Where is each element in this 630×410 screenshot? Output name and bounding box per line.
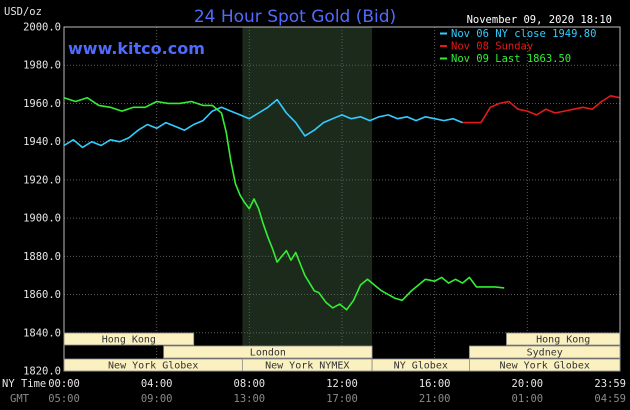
y-tick-label: 1920.0 [23, 174, 61, 186]
source-watermark: www.kitco.com [68, 39, 205, 58]
session-label: Sydney [527, 348, 563, 359]
legend-entry: Nov 06 NY close 1949.80 [451, 28, 596, 40]
y-tick-label: 1840.0 [23, 327, 61, 339]
y-tick-label: 1880.0 [23, 251, 61, 263]
x-tick-label-ny: 04:00 [141, 378, 173, 390]
series-layer [63, 95, 620, 311]
session-label: New York NYMEX [265, 361, 349, 372]
market-sessions: Hong Kong London New York Globex New York N… [63, 332, 621, 372]
chart-grid [64, 26, 620, 372]
session-label: Hong Kong [536, 335, 590, 346]
x-tick-label-gmt: 17:00 [326, 393, 358, 405]
chart-datetime: November 09, 2020 18:10 [467, 14, 612, 26]
x-tick-label-ny: 16:00 [419, 378, 451, 390]
session-bar [469, 358, 621, 372]
ny-time-row-label: NY Time [2, 378, 46, 390]
session-bar [63, 332, 195, 346]
y-axis-ticks: 2000.0 1980.0 1960.0 1940.0 1920.0 1900.0 1880… [23, 22, 61, 378]
x-tick-label-ny: 00:00 [48, 378, 80, 390]
y-tick-label: 1820.0 [23, 366, 61, 378]
nymex-session-highlight [242, 27, 373, 371]
y-tick-label: 1940.0 [23, 136, 61, 148]
x-tick-label-ny: 20:00 [512, 378, 544, 390]
session-bar [163, 345, 373, 359]
session-bar [506, 332, 621, 346]
x-tick-label-gmt: 05:00 [48, 393, 80, 405]
series-line-0 [63, 98, 463, 149]
session-label: New York Globex [108, 361, 198, 372]
chart-title: 24 Hour Spot Gold (Bid) [194, 7, 396, 27]
x-tick-label-gmt: 21:00 [419, 393, 451, 405]
session-label: London [250, 348, 286, 359]
y-tick-label: 2000.0 [23, 22, 61, 34]
session-label: New York Globex [500, 361, 590, 372]
legend-entry: Nov 08 Sunday [451, 41, 533, 53]
y-tick-label: 1960.0 [23, 98, 61, 110]
x-tick-label-gmt: 09:00 [141, 393, 173, 405]
x-tick-label-gmt: 04:59 [594, 393, 626, 405]
series-line-2 [63, 96, 505, 311]
session-label: Hong Kong [102, 335, 156, 346]
series-line-1 [462, 95, 620, 124]
x-tick-label-gmt: 01:00 [512, 393, 544, 405]
x-tick-label-gmt: 13:00 [234, 393, 266, 405]
x-tick-label-ny: 08:00 [234, 378, 266, 390]
x-axis-ticks: 00:00 05:00 04:00 09:00 08:00 13:00 12:00 17:00… [48, 378, 626, 405]
session-label: NY Globex [394, 361, 448, 372]
y-axis-unit: USD/oz [4, 6, 42, 18]
y-tick-label: 1860.0 [23, 289, 61, 301]
legend-entry: Nov 09 Last 1863.50 [451, 53, 571, 65]
x-tick-label-ny: 23:59 [594, 378, 626, 390]
y-tick-label: 1900.0 [23, 213, 61, 225]
gmt-row-label: GMT [10, 393, 30, 405]
y-tick-label: 1980.0 [23, 60, 61, 72]
x-tick-label-ny: 12:00 [326, 378, 358, 390]
session-bar [469, 345, 621, 359]
